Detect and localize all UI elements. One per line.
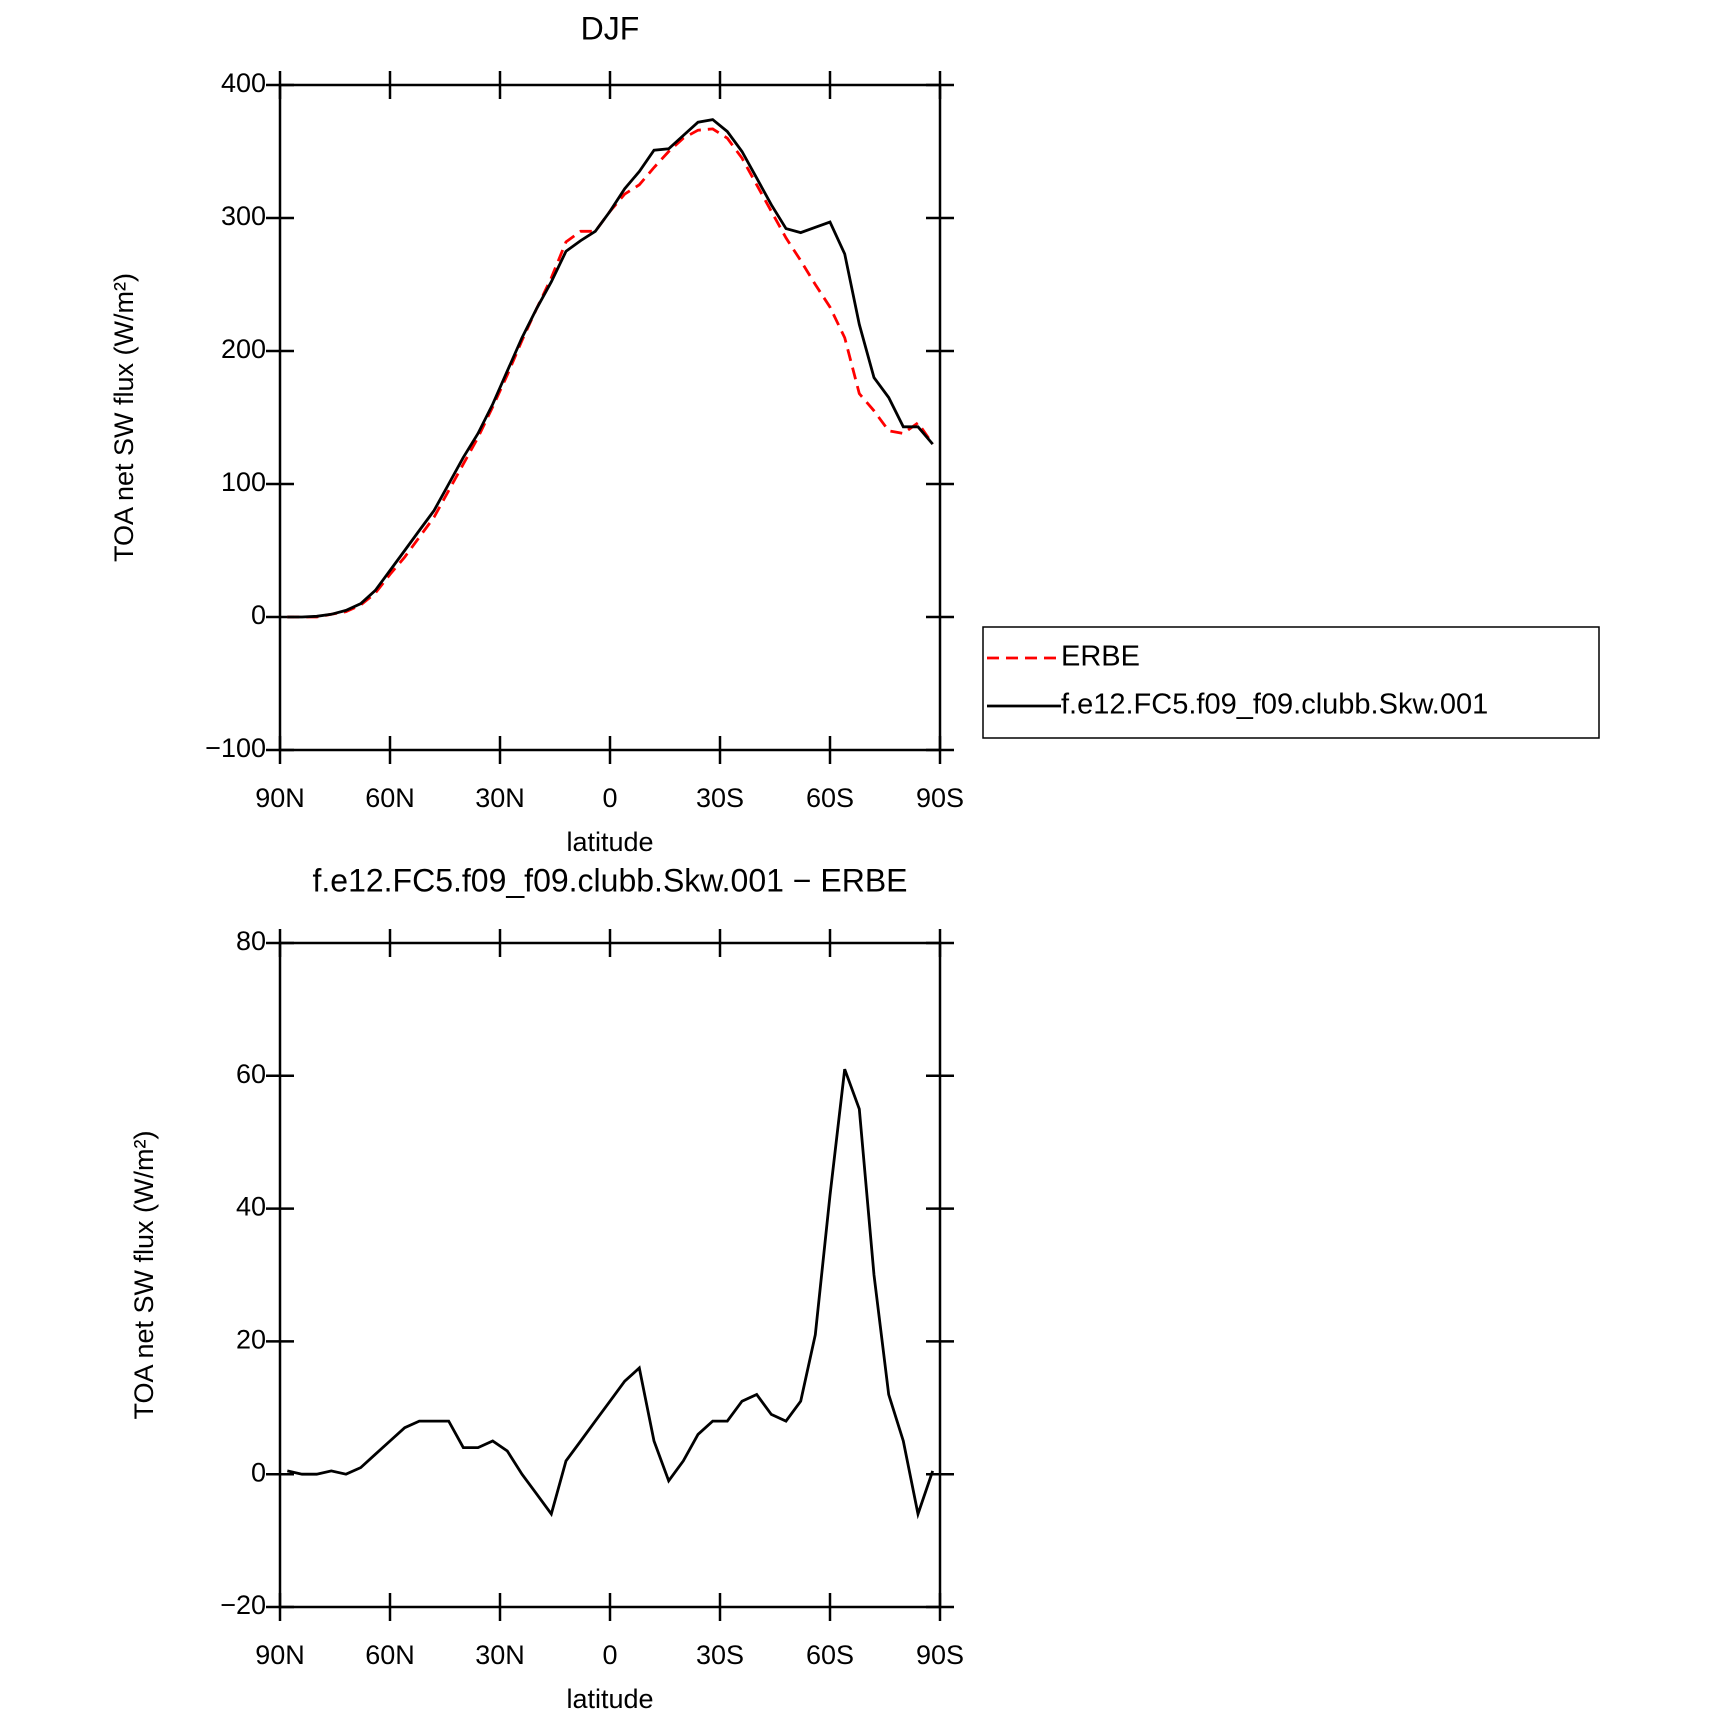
- x-tick-label: 0: [602, 783, 617, 813]
- y-tick-label: 20: [236, 1325, 266, 1355]
- legend-box: [982, 626, 1600, 739]
- x-tick-label: 60S: [806, 783, 854, 813]
- chart-title: DJF: [581, 10, 640, 46]
- x-tick-label: 30S: [696, 783, 744, 813]
- y-tick-label: 0: [251, 600, 266, 630]
- legend-label: f.e12.FC5.f09_f09.clubb.Skw.001: [1061, 689, 1488, 721]
- plot-frame: [278, 83, 942, 752]
- data-line: [287, 127, 934, 619]
- x-tick-label: 90S: [916, 1640, 964, 1670]
- x-tick-label: 30N: [475, 783, 525, 813]
- y-axis-label: TOA net SW flux (W/m²): [129, 1130, 159, 1419]
- y-tick-label: −20: [220, 1590, 266, 1620]
- legend-label: ERBE: [1061, 641, 1140, 673]
- y-tick-label: 400: [221, 68, 266, 98]
- y-tick-label: 60: [236, 1059, 266, 1089]
- x-axis-label: latitude: [566, 827, 653, 857]
- y-tick-label: −100: [205, 733, 266, 763]
- data-line: [287, 118, 934, 619]
- x-tick-label: 90N: [255, 783, 305, 813]
- x-tick-label: 60N: [365, 1640, 415, 1670]
- y-tick-label: 200: [221, 334, 266, 364]
- x-tick-label: 90S: [916, 783, 964, 813]
- x-tick-label: 30N: [475, 1640, 525, 1670]
- x-tick-label: 30S: [696, 1640, 744, 1670]
- y-tick-label: 80: [236, 926, 266, 956]
- chart-title: f.e12.FC5.f09_f09.clubb.Skw.001 − ERBE: [312, 862, 907, 898]
- x-tick-label: 0: [602, 1640, 617, 1670]
- y-tick-label: 0: [251, 1457, 266, 1487]
- data-line: [286, 1068, 935, 1520]
- y-tick-label: 100: [221, 467, 266, 497]
- x-axis-label: latitude: [566, 1684, 653, 1714]
- y-tick-label: 300: [221, 201, 266, 231]
- y-tick-label: 40: [236, 1192, 266, 1222]
- x-tick-label: 60N: [365, 783, 415, 813]
- plot-frame: [278, 941, 942, 1609]
- x-tick-label: 60S: [806, 1640, 854, 1670]
- y-axis-label: TOA net SW flux (W/m²): [109, 273, 139, 562]
- x-tick-label: 90N: [255, 1640, 305, 1670]
